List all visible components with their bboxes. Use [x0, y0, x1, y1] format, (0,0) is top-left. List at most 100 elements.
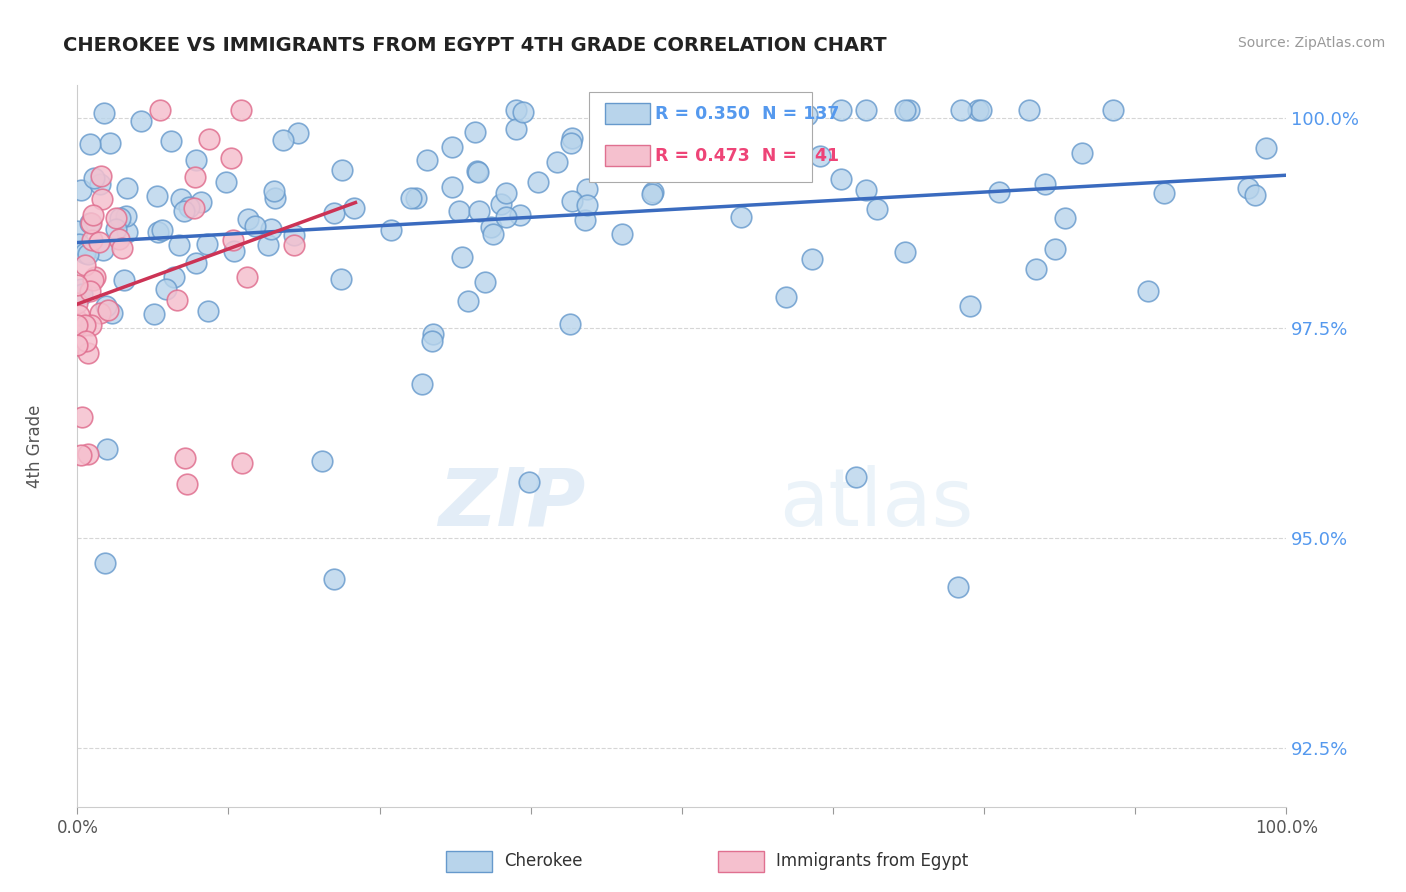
Point	[93, 106, 115, 120]
Point	[330, 163, 353, 178]
Point	[66, 338, 89, 352]
Point	[149, 103, 172, 117]
Point	[69, 448, 91, 462]
Point	[79, 284, 101, 298]
Point	[283, 238, 305, 252]
Point	[114, 209, 136, 223]
Point	[83, 170, 105, 185]
FancyBboxPatch shape	[605, 103, 651, 125]
Point	[222, 233, 245, 247]
Point	[1070, 145, 1092, 160]
Point	[111, 241, 134, 255]
Point	[80, 233, 103, 247]
Point	[197, 131, 219, 145]
Point	[969, 103, 991, 117]
Point	[666, 128, 689, 142]
Point	[474, 276, 496, 290]
Point	[183, 201, 205, 215]
Point	[184, 169, 207, 184]
Point	[830, 103, 852, 117]
Point	[495, 210, 517, 224]
Point	[638, 119, 661, 133]
Point	[70, 409, 93, 424]
Point	[97, 302, 120, 317]
Point	[260, 222, 283, 236]
Point	[66, 318, 89, 333]
Point	[108, 232, 131, 246]
Point	[105, 222, 128, 236]
Point	[75, 334, 97, 349]
Point	[287, 126, 309, 140]
Point	[184, 255, 207, 269]
Point	[115, 181, 138, 195]
Text: R = 0.473  N =   41: R = 0.473 N = 41	[655, 146, 839, 164]
Point	[143, 307, 166, 321]
Point	[561, 194, 583, 208]
Point	[96, 442, 118, 456]
Point	[131, 114, 153, 128]
Point	[197, 303, 219, 318]
Point	[420, 334, 443, 348]
Point	[1136, 284, 1159, 298]
FancyBboxPatch shape	[589, 92, 813, 182]
Point	[115, 225, 138, 239]
Point	[855, 103, 877, 117]
Point	[101, 306, 124, 320]
Point	[215, 175, 238, 189]
Point	[411, 376, 433, 391]
Point	[82, 208, 104, 222]
Text: CHEROKEE VS IMMIGRANTS FROM EGYPT 4TH GRADE CORRELATION CHART: CHEROKEE VS IMMIGRANTS FROM EGYPT 4TH GR…	[63, 36, 887, 54]
Point	[150, 223, 173, 237]
Point	[186, 153, 208, 167]
Point	[399, 191, 422, 205]
Point	[1018, 103, 1040, 117]
Text: atlas: atlas	[779, 465, 973, 543]
Point	[441, 140, 464, 154]
Point	[271, 133, 294, 147]
Point	[170, 193, 193, 207]
Point	[495, 186, 517, 201]
Point	[323, 572, 346, 586]
Point	[66, 278, 89, 293]
Point	[84, 270, 107, 285]
Point	[73, 258, 96, 272]
Point	[176, 476, 198, 491]
Point	[229, 103, 252, 117]
Point	[574, 212, 596, 227]
Point	[173, 451, 195, 466]
Point	[245, 219, 267, 233]
Point	[146, 225, 169, 239]
Point	[167, 238, 190, 252]
Point	[79, 216, 101, 230]
Point	[800, 252, 823, 266]
Point	[66, 312, 89, 326]
Point	[90, 192, 112, 206]
Text: R = 0.350  N = 137: R = 0.350 N = 137	[655, 104, 839, 122]
Point	[87, 235, 110, 249]
Point	[73, 246, 96, 260]
Text: ZIP: ZIP	[437, 465, 585, 543]
Point	[1254, 141, 1277, 155]
FancyBboxPatch shape	[446, 851, 492, 872]
Point	[898, 103, 921, 117]
Point	[91, 244, 114, 258]
Point	[66, 224, 89, 238]
Point	[263, 184, 285, 198]
Point	[449, 203, 471, 218]
Point	[231, 456, 253, 470]
Point	[405, 191, 427, 205]
Point	[219, 152, 242, 166]
Point	[283, 227, 305, 242]
Text: 4th Grade: 4th Grade	[27, 404, 44, 488]
Point	[93, 557, 115, 571]
Point	[613, 156, 636, 170]
Point	[416, 153, 439, 167]
Point	[166, 293, 188, 308]
Text: Cherokee: Cherokee	[505, 853, 582, 871]
Point	[90, 169, 112, 183]
Point	[98, 136, 121, 150]
Point	[69, 183, 91, 197]
Point	[236, 211, 259, 226]
Point	[190, 194, 212, 209]
Point	[845, 470, 868, 484]
